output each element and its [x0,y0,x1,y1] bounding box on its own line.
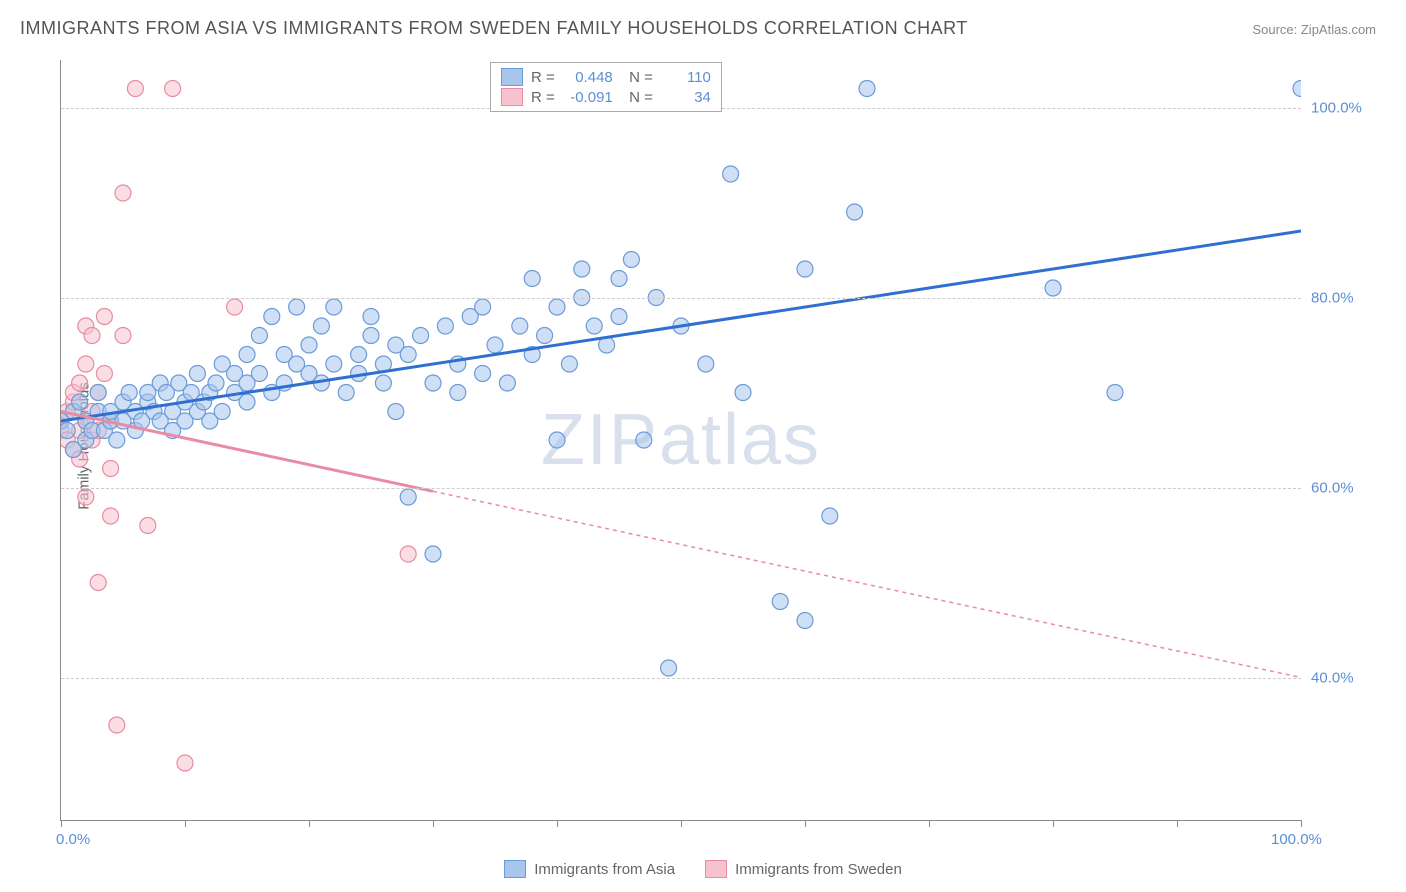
gridline [61,298,1301,299]
x-tick-label: 100.0% [1271,831,1322,848]
swatch-asia-icon [504,860,526,878]
r-value-sweden: -0.091 [563,89,613,106]
legend-row-sweden: R = -0.091 N = 34 [501,87,711,107]
r-label: R = [531,69,555,86]
x-tick [309,820,310,827]
source-attribution: Source: ZipAtlas.com [1252,22,1376,37]
n-label: N = [621,89,653,106]
gridline [61,678,1301,679]
swatch-sweden [501,88,523,106]
x-tick [185,820,186,827]
series-legend: Immigrants from Asia Immigrants from Swe… [0,860,1406,878]
chart-svg [61,60,1301,820]
chart-title: IMMIGRANTS FROM ASIA VS IMMIGRANTS FROM … [20,18,968,39]
x-tick [61,820,62,827]
legend-item-sweden: Immigrants from Sweden [705,860,902,878]
y-tick-label: 40.0% [1311,669,1371,686]
gridline [61,488,1301,489]
plot-area: ZIPatlas 40.0%60.0%80.0%100.0%0.0%100.0% [60,60,1301,821]
r-label: R = [531,89,555,106]
n-value-sweden: 34 [661,89,711,106]
y-tick-label: 100.0% [1311,99,1371,116]
swatch-sweden-icon [705,860,727,878]
legend-row-asia: R = 0.448 N = 110 [501,67,711,87]
legend-label-sweden: Immigrants from Sweden [735,861,902,878]
x-tick [1053,820,1054,827]
x-tick [805,820,806,827]
legend-label-asia: Immigrants from Asia [534,861,675,878]
n-value-asia: 110 [661,69,711,86]
x-tick [929,820,930,827]
x-tick [433,820,434,827]
swatch-asia [501,68,523,86]
correlation-legend: R = 0.448 N = 110 R = -0.091 N = 34 [490,62,722,112]
x-tick [557,820,558,827]
n-label: N = [621,69,653,86]
y-tick-label: 80.0% [1311,289,1371,306]
legend-item-asia: Immigrants from Asia [504,860,675,878]
x-tick [681,820,682,827]
r-value-asia: 0.448 [563,69,613,86]
x-tick-label: 0.0% [56,831,90,848]
x-tick [1177,820,1178,827]
y-tick-label: 60.0% [1311,479,1371,496]
x-tick [1301,820,1302,827]
